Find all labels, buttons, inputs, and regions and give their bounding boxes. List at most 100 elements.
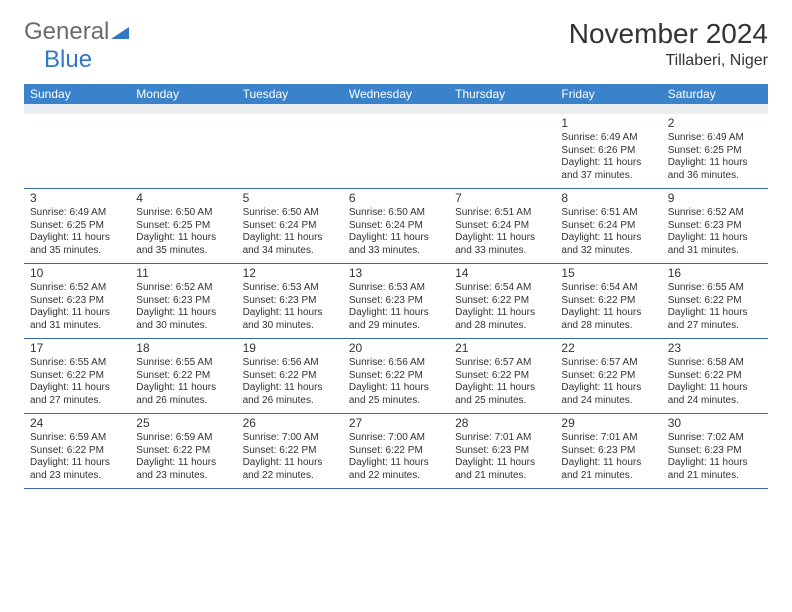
calendar-cell: 27Sunrise: 7:00 AMSunset: 6:22 PMDayligh…	[343, 414, 449, 489]
day-number: 26	[243, 416, 337, 431]
sunset-text: Sunset: 6:22 PM	[136, 445, 230, 458]
calendar-cell: 2Sunrise: 6:49 AMSunset: 6:25 PMDaylight…	[662, 114, 768, 189]
calendar-cell: 1Sunrise: 6:49 AMSunset: 6:26 PMDaylight…	[555, 114, 661, 189]
daylight-text: Daylight: 11 hours and 26 minutes.	[136, 382, 230, 407]
calendar-cell: 26Sunrise: 7:00 AMSunset: 6:22 PMDayligh…	[237, 414, 343, 489]
sunrise-text: Sunrise: 6:54 AM	[455, 282, 549, 295]
sunrise-text: Sunrise: 6:55 AM	[668, 282, 762, 295]
day-number: 30	[668, 416, 762, 431]
sunset-text: Sunset: 6:24 PM	[455, 220, 549, 233]
weekday-header: Tuesday	[237, 84, 343, 104]
calendar-cell: 15Sunrise: 6:54 AMSunset: 6:22 PMDayligh…	[555, 264, 661, 339]
day-number: 18	[136, 341, 230, 356]
sunset-text: Sunset: 6:26 PM	[561, 145, 655, 158]
location-label: Tillaberi, Niger	[569, 52, 768, 70]
sunset-text: Sunset: 6:22 PM	[455, 295, 549, 308]
day-number: 1	[561, 116, 655, 131]
calendar-cell: 19Sunrise: 6:56 AMSunset: 6:22 PMDayligh…	[237, 339, 343, 414]
day-number: 7	[455, 191, 549, 206]
weekday-header: Thursday	[449, 84, 555, 104]
calendar-table: SundayMondayTuesdayWednesdayThursdayFrid…	[24, 84, 768, 489]
daylight-text: Daylight: 11 hours and 27 minutes.	[668, 307, 762, 332]
calendar-cell: 24Sunrise: 6:59 AMSunset: 6:22 PMDayligh…	[24, 414, 130, 489]
calendar-week: 17Sunrise: 6:55 AMSunset: 6:22 PMDayligh…	[24, 339, 768, 414]
calendar-cell: 5Sunrise: 6:50 AMSunset: 6:24 PMDaylight…	[237, 189, 343, 264]
calendar-cell	[24, 114, 130, 189]
day-number: 16	[668, 266, 762, 281]
sunset-text: Sunset: 6:25 PM	[30, 220, 124, 233]
daylight-text: Daylight: 11 hours and 21 minutes.	[455, 457, 549, 482]
day-number: 14	[455, 266, 549, 281]
day-number: 10	[30, 266, 124, 281]
logo-text: General Blue	[24, 18, 129, 74]
day-number: 9	[668, 191, 762, 206]
sunrise-text: Sunrise: 6:53 AM	[243, 282, 337, 295]
calendar-cell	[130, 114, 236, 189]
sunset-text: Sunset: 6:23 PM	[668, 220, 762, 233]
sunset-text: Sunset: 6:22 PM	[668, 295, 762, 308]
daylight-text: Daylight: 11 hours and 25 minutes.	[455, 382, 549, 407]
day-number: 2	[668, 116, 762, 131]
day-number: 3	[30, 191, 124, 206]
daylight-text: Daylight: 11 hours and 21 minutes.	[561, 457, 655, 482]
calendar-week: 1Sunrise: 6:49 AMSunset: 6:26 PMDaylight…	[24, 114, 768, 189]
calendar-cell: 30Sunrise: 7:02 AMSunset: 6:23 PMDayligh…	[662, 414, 768, 489]
day-number: 11	[136, 266, 230, 281]
day-number: 24	[30, 416, 124, 431]
calendar-cell: 14Sunrise: 6:54 AMSunset: 6:22 PMDayligh…	[449, 264, 555, 339]
sunset-text: Sunset: 6:22 PM	[561, 370, 655, 383]
sunrise-text: Sunrise: 6:49 AM	[668, 132, 762, 145]
day-number: 17	[30, 341, 124, 356]
sunrise-text: Sunrise: 6:49 AM	[561, 132, 655, 145]
sunset-text: Sunset: 6:22 PM	[243, 445, 337, 458]
sunrise-text: Sunrise: 7:01 AM	[455, 432, 549, 445]
sunset-text: Sunset: 6:22 PM	[30, 370, 124, 383]
daylight-text: Daylight: 11 hours and 24 minutes.	[561, 382, 655, 407]
sunrise-text: Sunrise: 6:56 AM	[349, 357, 443, 370]
sunrise-text: Sunrise: 6:59 AM	[136, 432, 230, 445]
sunrise-text: Sunrise: 6:55 AM	[136, 357, 230, 370]
day-number: 21	[455, 341, 549, 356]
sunset-text: Sunset: 6:22 PM	[455, 370, 549, 383]
spacer-row	[24, 104, 768, 114]
calendar-cell: 8Sunrise: 6:51 AMSunset: 6:24 PMDaylight…	[555, 189, 661, 264]
sunrise-text: Sunrise: 6:51 AM	[561, 207, 655, 220]
weekday-header: Saturday	[662, 84, 768, 104]
sunrise-text: Sunrise: 7:02 AM	[668, 432, 762, 445]
daylight-text: Daylight: 11 hours and 21 minutes.	[668, 457, 762, 482]
logo: General Blue	[24, 18, 129, 74]
daylight-text: Daylight: 11 hours and 28 minutes.	[561, 307, 655, 332]
daylight-text: Daylight: 11 hours and 36 minutes.	[668, 157, 762, 182]
daylight-text: Daylight: 11 hours and 31 minutes.	[668, 232, 762, 257]
day-number: 4	[136, 191, 230, 206]
sunset-text: Sunset: 6:22 PM	[243, 370, 337, 383]
calendar-cell: 16Sunrise: 6:55 AMSunset: 6:22 PMDayligh…	[662, 264, 768, 339]
day-number: 13	[349, 266, 443, 281]
sunrise-text: Sunrise: 6:52 AM	[136, 282, 230, 295]
sunset-text: Sunset: 6:24 PM	[561, 220, 655, 233]
sunset-text: Sunset: 6:23 PM	[349, 295, 443, 308]
daylight-text: Daylight: 11 hours and 26 minutes.	[243, 382, 337, 407]
day-number: 15	[561, 266, 655, 281]
calendar-cell	[237, 114, 343, 189]
weekday-header: Monday	[130, 84, 236, 104]
sunset-text: Sunset: 6:22 PM	[349, 370, 443, 383]
calendar-cell: 20Sunrise: 6:56 AMSunset: 6:22 PMDayligh…	[343, 339, 449, 414]
sunset-text: Sunset: 6:23 PM	[136, 295, 230, 308]
sunrise-text: Sunrise: 6:58 AM	[668, 357, 762, 370]
day-number: 12	[243, 266, 337, 281]
sunrise-text: Sunrise: 6:49 AM	[30, 207, 124, 220]
sunrise-text: Sunrise: 6:55 AM	[30, 357, 124, 370]
day-number: 19	[243, 341, 337, 356]
daylight-text: Daylight: 11 hours and 31 minutes.	[30, 307, 124, 332]
day-number: 22	[561, 341, 655, 356]
sunset-text: Sunset: 6:24 PM	[349, 220, 443, 233]
daylight-text: Daylight: 11 hours and 35 minutes.	[30, 232, 124, 257]
day-number: 20	[349, 341, 443, 356]
calendar-cell: 28Sunrise: 7:01 AMSunset: 6:23 PMDayligh…	[449, 414, 555, 489]
sunrise-text: Sunrise: 6:51 AM	[455, 207, 549, 220]
sunset-text: Sunset: 6:23 PM	[561, 445, 655, 458]
day-number: 28	[455, 416, 549, 431]
daylight-text: Daylight: 11 hours and 22 minutes.	[243, 457, 337, 482]
daylight-text: Daylight: 11 hours and 32 minutes.	[561, 232, 655, 257]
